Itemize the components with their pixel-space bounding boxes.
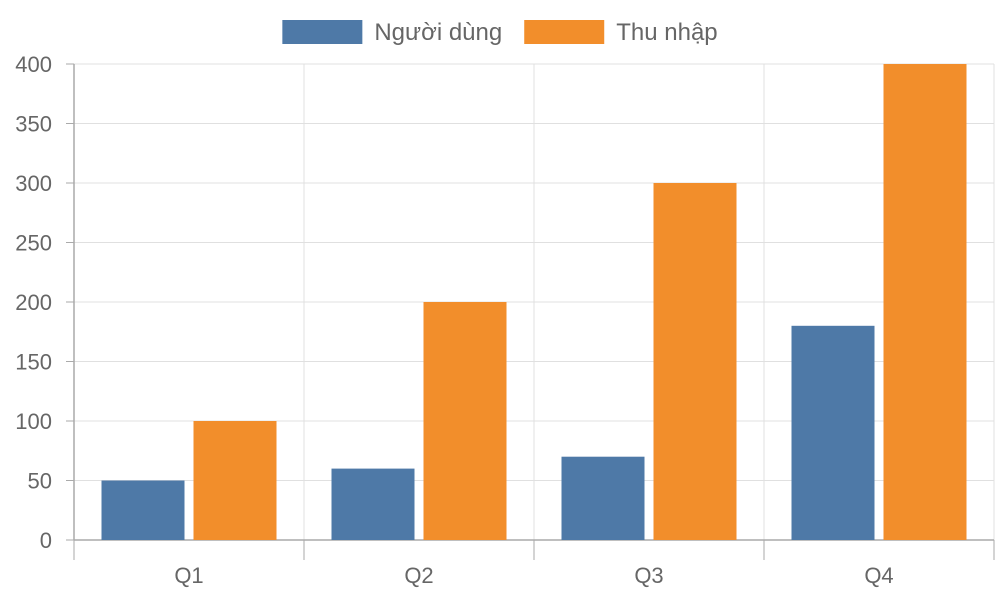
y-tick-label: 0 — [40, 528, 52, 553]
legend-label: Thu nhập — [616, 19, 717, 46]
y-tick-label: 300 — [15, 171, 52, 196]
bar-q1-series-2[interactable] — [193, 421, 277, 540]
y-tick-label: 400 — [15, 52, 52, 77]
y-tick-label: 350 — [15, 112, 52, 137]
x-tick-label: Q2 — [404, 563, 433, 588]
x-axis-ticks: Q1 Q2 Q3 Q4 — [73, 540, 995, 588]
bar-q3-series-1[interactable] — [561, 456, 645, 540]
bar-q2-series-2[interactable] — [423, 302, 507, 540]
y-tick-label: 250 — [15, 231, 52, 256]
y-tick-label: 100 — [15, 409, 52, 434]
bars — [101, 64, 967, 541]
bar-q2-series-1[interactable] — [331, 468, 415, 540]
legend[interactable]: Người dùng Thu nhập — [282, 19, 718, 46]
x-tick-label: Q3 — [634, 563, 663, 588]
legend-swatch-series-2[interactable] — [524, 20, 605, 44]
legend-swatch-series-1[interactable] — [282, 20, 363, 44]
y-tick-label: 50 — [28, 469, 52, 494]
y-tick-label: 200 — [15, 290, 52, 315]
bar-q1-series-1[interactable] — [101, 480, 185, 541]
bar-q3-series-2[interactable] — [653, 183, 737, 540]
bar-q4-series-1[interactable] — [791, 325, 875, 540]
x-tick-label: Q1 — [174, 563, 203, 588]
bar-q4-series-2[interactable] — [883, 64, 967, 540]
legend-label: Người dùng — [374, 19, 502, 46]
y-axis-ticks: 0 50 100 150 200 250 300 350 400 — [15, 52, 74, 553]
x-tick-label: Q4 — [864, 563, 893, 588]
y-tick-label: 150 — [15, 350, 52, 375]
